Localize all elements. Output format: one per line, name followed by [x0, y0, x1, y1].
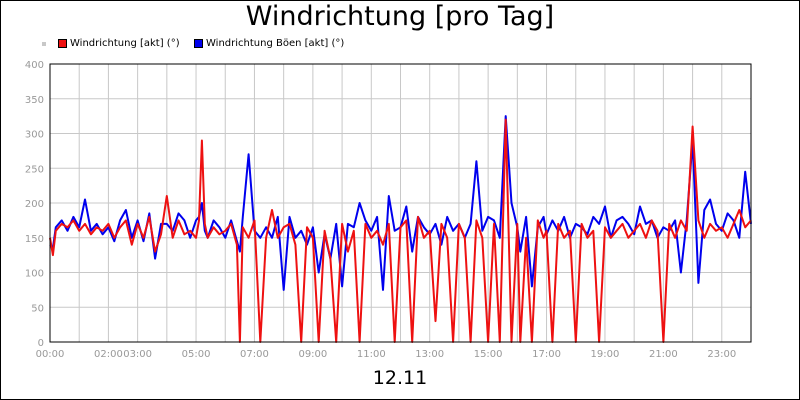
- plot-border: [49, 63, 752, 343]
- x-tick-label: 21:00: [649, 349, 678, 360]
- y-tick-label: 300: [25, 130, 44, 141]
- x-tick-label: 00:00: [36, 349, 65, 360]
- x-tick-label: 23:00: [707, 349, 736, 360]
- y-tick-label: 0: [38, 338, 44, 349]
- y-tick-label: 50: [31, 303, 44, 314]
- series-line-1: [49, 118, 752, 343]
- x-tick-label: 02:00: [94, 349, 123, 360]
- x-tick-label: 13:00: [415, 349, 444, 360]
- y-tick-label: 100: [25, 269, 44, 280]
- x-tick-label: 17:00: [532, 349, 561, 360]
- x-tick-label: 09:00: [298, 349, 327, 360]
- x-tick-label: 19:00: [591, 349, 620, 360]
- chart-title: Windrichtung [pro Tag]: [245, 1, 555, 32]
- y-tick-label: 200: [25, 199, 44, 210]
- x-tick-label: 07:00: [240, 349, 269, 360]
- x-tick-label: 15:00: [474, 349, 503, 360]
- x-axis-date-label: 12.11: [372, 367, 428, 389]
- legend-label-series1: Windrichtung [akt] (°): [70, 38, 180, 49]
- legend-swatch-blue: [194, 39, 203, 48]
- series-line-2: [49, 115, 752, 291]
- x-tick-label: 11:00: [357, 349, 386, 360]
- y-tick-label: 150: [25, 234, 44, 245]
- x-tick-label: 05:00: [182, 349, 211, 360]
- y-tick-label: 250: [25, 164, 44, 175]
- legend-label-series2: Windrichtung Böen [akt] (°): [206, 38, 345, 49]
- y-tick-label: 350: [25, 95, 44, 106]
- legend-item-series1: Windrichtung [akt] (°): [58, 38, 180, 49]
- y-tick-label: 400: [25, 60, 44, 71]
- legend-marker-dot: [42, 42, 46, 46]
- legend-swatch-red: [58, 39, 67, 48]
- legend-item-series2: Windrichtung Böen [akt] (°): [194, 38, 344, 49]
- x-tick-label: 03:00: [123, 349, 152, 360]
